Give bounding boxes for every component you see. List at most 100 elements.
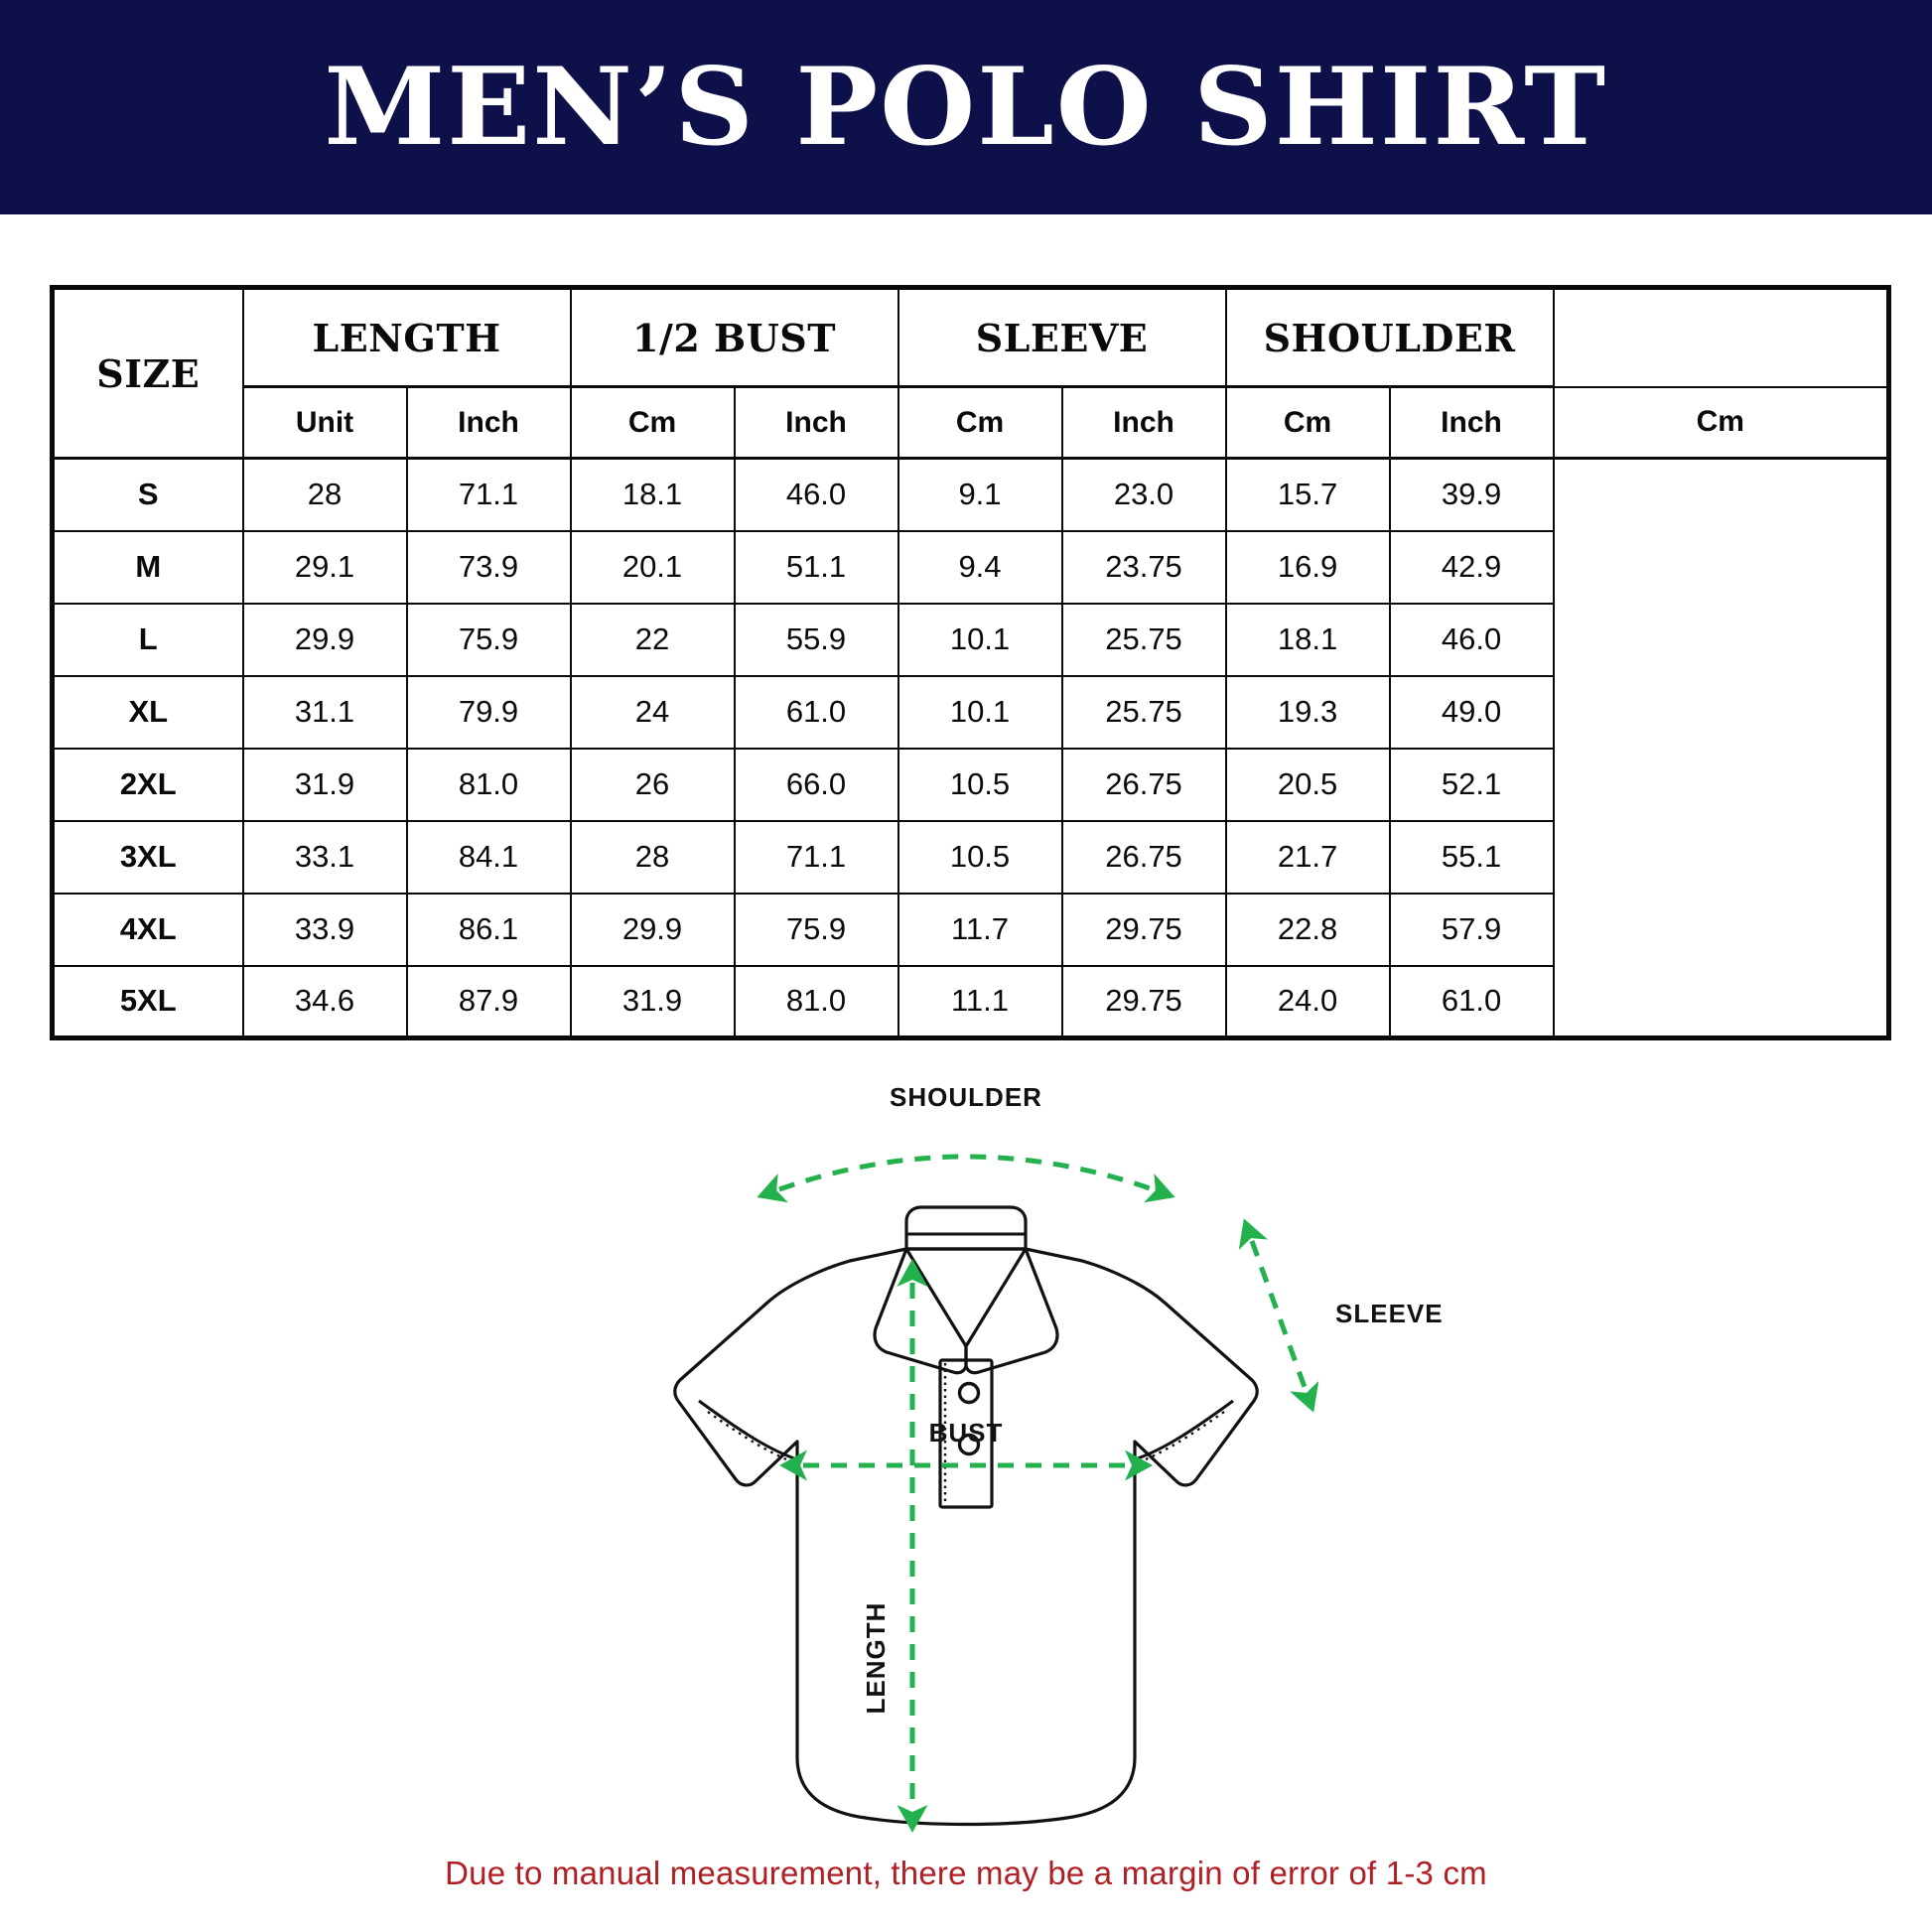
measure-cell: 55.9	[733, 602, 899, 677]
measure-cell: 57.9	[1388, 892, 1555, 967]
sleeve-measure-arrow	[1238, 1218, 1319, 1413]
unit-header-shoulder-cm: Cm	[1552, 385, 1890, 460]
table-row: 5XL 34.6 87.9 31.9 81.0 11.1 29.75 24.0 61.0	[51, 964, 1889, 1039]
measure-cell: 81.0	[405, 747, 572, 822]
unit-header-shoulder-inch: Inch	[1388, 385, 1555, 460]
size-label-cell: 3XL	[51, 819, 244, 895]
measure-cell: 73.9	[405, 529, 572, 605]
measure-cell: 10.5	[897, 747, 1063, 822]
measure-cell: 28	[241, 457, 408, 532]
measure-cell: 24	[569, 674, 736, 750]
measure-cell: 79.9	[405, 674, 572, 750]
measure-cell: 84.1	[405, 819, 572, 895]
measure-cell: 11.1	[897, 964, 1063, 1039]
group-header-sleeve: SLEEVE	[897, 286, 1227, 388]
size-table-container: SIZE LENGTH 1/2 BUST SLEEVE SHOULDER Uni…	[50, 285, 1891, 1040]
measure-cell: 10.1	[897, 674, 1063, 750]
measure-cell: 10.1	[897, 602, 1063, 677]
measure-cell: 23.0	[1060, 457, 1227, 532]
polo-shirt-illustration: SHOULDER SLEEVE BUST LENGTH	[673, 1082, 1444, 1833]
measure-cell: 18.1	[1224, 602, 1391, 677]
measure-cell: 81.0	[733, 964, 899, 1039]
measure-cell: 29.1	[241, 529, 408, 605]
measure-cell: 25.75	[1060, 602, 1227, 677]
measure-cell: 11.7	[897, 892, 1063, 967]
measure-cell: 20.1	[569, 529, 736, 605]
placket-button-top	[957, 1381, 981, 1405]
group-header-shoulder: SHOULDER	[1224, 286, 1555, 388]
measure-cell: 9.4	[897, 529, 1063, 605]
table-row: L 29.9 75.9 22 55.9 10.1 25.75 18.1 46.0	[51, 602, 1889, 677]
header-banner: MEN’S POLO SHIRT	[0, 0, 1932, 214]
unit-header-bust-inch: Inch	[733, 385, 899, 460]
group-header-length: LENGTH	[241, 286, 572, 388]
size-table-body: S 28 71.1 18.1 46.0 9.1 23.0 15.7 39.9 M 29.1 73.9 2…	[51, 457, 1889, 1039]
measure-cell: 39.9	[1388, 457, 1555, 532]
measure-cell: 66.0	[733, 747, 899, 822]
measure-cell: 29.75	[1060, 964, 1227, 1039]
bust-label: BUST	[929, 1418, 1004, 1448]
size-label-cell: XL	[51, 674, 244, 750]
measure-cell: 55.1	[1388, 819, 1555, 895]
shoulder-label: SHOULDER	[890, 1082, 1042, 1112]
size-label-cell: 5XL	[51, 964, 244, 1039]
size-chart-table: SIZE LENGTH 1/2 BUST SLEEVE SHOULDER Uni…	[50, 285, 1891, 1040]
size-label-cell: M	[51, 529, 244, 605]
measure-cell: 24.0	[1224, 964, 1391, 1039]
shirt-outline	[673, 1205, 1259, 1827]
length-label: LENGTH	[861, 1602, 891, 1715]
size-label-cell: L	[51, 602, 244, 677]
unit-header-length-inch: Inch	[405, 385, 572, 460]
size-label-cell: S	[51, 457, 244, 532]
page-title: MEN’S POLO SHIRT	[324, 45, 1608, 170]
measure-cell: 87.9	[405, 964, 572, 1039]
measure-cell: 33.1	[241, 819, 408, 895]
size-label-cell: 2XL	[51, 747, 244, 822]
measure-cell: 29.9	[241, 602, 408, 677]
measure-cell: 25.75	[1060, 674, 1227, 750]
measure-cell: 31.9	[569, 964, 736, 1039]
measure-cell: 33.9	[241, 892, 408, 967]
group-header-size: SIZE	[51, 286, 244, 460]
measure-cell: 42.9	[1388, 529, 1555, 605]
measure-cell: 75.9	[405, 602, 572, 677]
unit-header-unit: Unit	[241, 385, 408, 460]
measure-cell: 71.1	[733, 819, 899, 895]
measure-cell: 49.0	[1388, 674, 1555, 750]
measure-cell: 75.9	[733, 892, 899, 967]
measure-cell: 15.7	[1224, 457, 1391, 532]
sleeve-label: SLEEVE	[1335, 1299, 1444, 1328]
measure-cell: 21.7	[1224, 819, 1391, 895]
measure-cell: 26.75	[1060, 747, 1227, 822]
measure-cell: 20.5	[1224, 747, 1391, 822]
measure-cell: 31.9	[241, 747, 408, 822]
polo-shirt-diagram: SHOULDER SLEEVE BUST LENGTH	[0, 1062, 1932, 1847]
measure-cell: 10.5	[897, 819, 1063, 895]
measure-cell: 46.0	[733, 457, 899, 532]
measure-cell: 29.9	[569, 892, 736, 967]
unit-header-length-cm: Cm	[569, 385, 736, 460]
measure-cell: 23.75	[1060, 529, 1227, 605]
measure-cell: 26.75	[1060, 819, 1227, 895]
measure-cell: 18.1	[569, 457, 736, 532]
size-label-cell: 4XL	[51, 892, 244, 967]
measure-cell: 22	[569, 602, 736, 677]
table-row: S 28 71.1 18.1 46.0 9.1 23.0 15.7 39.9	[51, 457, 1889, 532]
measure-cell: 52.1	[1388, 747, 1555, 822]
measurement-disclaimer: Due to manual measurement, there may be …	[445, 1855, 1487, 1891]
measure-cell: 34.6	[241, 964, 408, 1039]
table-row: 3XL 33.1 84.1 28 71.1 10.5 26.75 21.7 55.1	[51, 819, 1889, 895]
measure-cell: 86.1	[405, 892, 572, 967]
measure-cell: 28	[569, 819, 736, 895]
measure-cell: 26	[569, 747, 736, 822]
measure-cell: 51.1	[733, 529, 899, 605]
table-row: XL 31.1 79.9 24 61.0 10.1 25.75 19.3 49.0	[51, 674, 1889, 750]
table-row: M 29.1 73.9 20.1 51.1 9.4 23.75 16.9 42.9	[51, 529, 1889, 605]
measure-cell: 61.0	[733, 674, 899, 750]
unit-header-bust-cm: Cm	[897, 385, 1063, 460]
measure-cell: 46.0	[1388, 602, 1555, 677]
table-group-header-row: SIZE LENGTH 1/2 BUST SLEEVE SHOULDER	[51, 286, 1889, 460]
measure-cell: 22.8	[1224, 892, 1391, 967]
unit-header-sleeve-cm: Cm	[1224, 385, 1391, 460]
